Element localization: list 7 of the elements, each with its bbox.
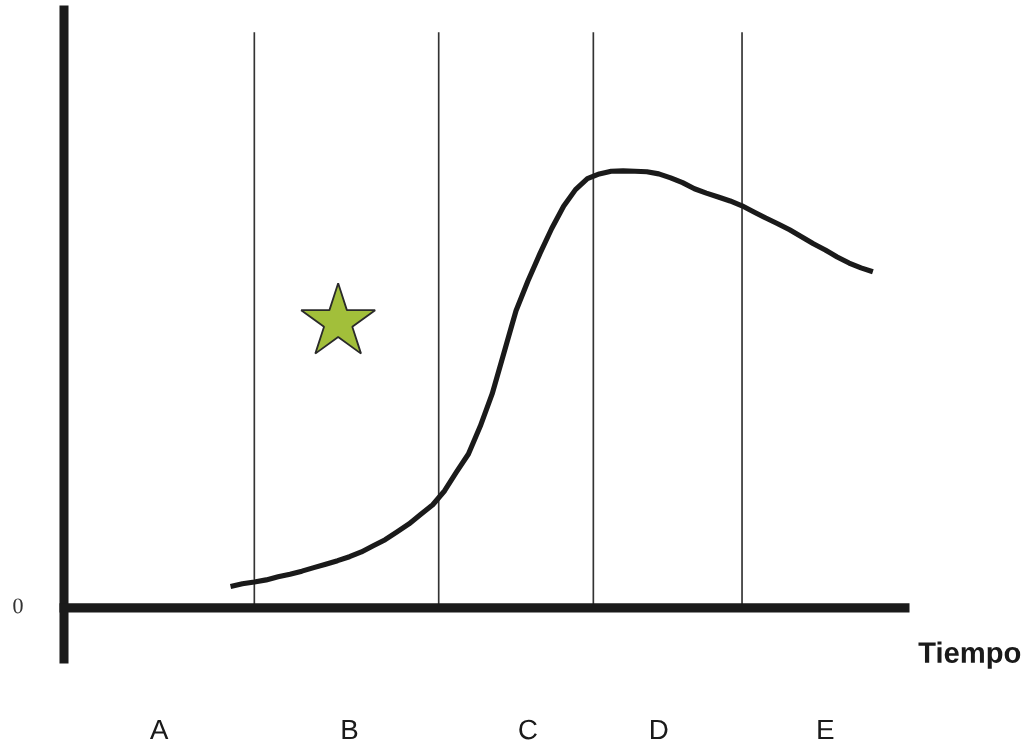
x-tick-label: C (519, 719, 537, 740)
x-tick-label: A (149, 720, 169, 740)
text: 0 (13, 598, 23, 614)
x-tick-label: D (651, 720, 668, 740)
x-axis-title: Tiempo (918, 641, 1021, 669)
x-tick-label: B (342, 720, 358, 740)
x-tick-label: E (818, 720, 834, 740)
